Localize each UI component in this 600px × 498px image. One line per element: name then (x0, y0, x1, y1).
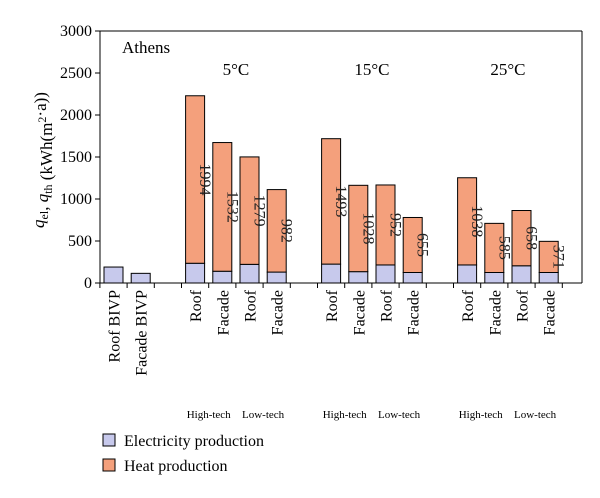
labels-layer: Roof BIVP Facade BIVP 1994 Roof 1532 Facade 12… (29, 23, 567, 421)
heat-value-label: 658 (523, 226, 540, 250)
y-axis-label: qel, qth (kWh(m2·a)) (29, 92, 56, 228)
bar-electricity (103, 266, 124, 284)
tech-label: High-tech (187, 409, 231, 421)
bar-electricity (348, 271, 369, 284)
category-label: Facade BIVP (134, 290, 151, 376)
heat-value-label: 655 (414, 233, 431, 257)
category-label: Roof BIVP (107, 290, 124, 363)
y-axis-label-part: (kWh(m (37, 123, 56, 185)
heat-value-label: 585 (495, 236, 512, 260)
category-label: Roof (324, 289, 341, 322)
y-axis-label-part: el (37, 210, 51, 219)
y-tick-label: 500 (68, 233, 92, 250)
legend-swatch-heat (102, 458, 116, 472)
y-axis-label-part: ·a)) (31, 92, 50, 117)
category-label: Facade (542, 290, 559, 335)
heat-value-label: 1279 (251, 195, 268, 227)
bar-heat (538, 240, 559, 273)
group-label: 15°C (354, 60, 389, 79)
axes-layer (95, 30, 583, 288)
bar-electricity (212, 270, 233, 284)
y-tick-label: 2500 (60, 65, 92, 82)
bar-heat (457, 177, 478, 266)
heat-value-label: 1532 (223, 191, 240, 223)
heat-value-label: 371 (550, 245, 567, 269)
bar-heat (511, 210, 532, 267)
bar-electricity (538, 272, 559, 284)
bar-heat (239, 156, 260, 265)
y-axis-label-part: q (33, 193, 52, 202)
category-label: Facade (351, 290, 368, 335)
tech-label: High-tech (323, 409, 367, 421)
bar-electricity (185, 262, 206, 284)
tech-label: Low-tech (514, 409, 557, 421)
category-label: Facade (270, 290, 287, 335)
heat-value-label: 1038 (468, 205, 485, 237)
bar-heat (348, 184, 369, 273)
y-tick-label: 2000 (60, 107, 92, 124)
bar-heat (375, 184, 396, 266)
heat-value-label: 1994 (196, 164, 213, 196)
heat-value-label: 1028 (359, 212, 376, 244)
y-axis-label-part: q (29, 219, 48, 228)
bar-heat (266, 189, 287, 273)
tech-label: Low-tech (242, 409, 285, 421)
y-axis-label-part: th (41, 184, 55, 193)
bar-electricity (457, 264, 478, 284)
bar-heat (212, 142, 233, 272)
tech-label: Low-tech (378, 409, 421, 421)
legend-swatch-electricity (102, 433, 116, 447)
bar-electricity (484, 272, 505, 284)
bar-electricity (375, 264, 396, 284)
heat-value-label: 982 (278, 219, 295, 243)
bar-electricity (266, 271, 287, 284)
y-tick-label: 0 (84, 275, 92, 292)
group-label: 5°C (223, 60, 250, 79)
category-label: Facade (406, 290, 423, 335)
category-label: Facade (487, 290, 504, 335)
y-tick-label: 3000 (60, 23, 92, 40)
y-axis-label-part: , (33, 202, 52, 211)
y-tick-label: 1000 (60, 191, 92, 208)
bar-electricity (511, 265, 532, 284)
category-label: Roof (460, 289, 477, 322)
legend-label-heat: Heat production (124, 458, 228, 475)
bars-layer (103, 95, 559, 284)
bar-heat (185, 95, 206, 264)
category-label: Facade (215, 290, 232, 335)
y-axis-label-part: 2 (35, 117, 49, 123)
city-annotation: Athens (122, 38, 170, 57)
legend: Electricity production Heat production (102, 433, 264, 475)
bar-electricity (239, 263, 260, 284)
y-tick-label: 1500 (60, 149, 92, 166)
bar-heat (484, 222, 505, 273)
category-label: Roof (243, 289, 260, 322)
group-label: 25°C (490, 60, 525, 79)
category-label: Roof (188, 289, 205, 322)
bar-heat (321, 138, 342, 265)
heat-value-label: 952 (387, 213, 404, 237)
bar-electricity (130, 272, 151, 284)
category-label: Roof (515, 289, 532, 322)
heat-value-label: 1493 (332, 185, 349, 217)
bar-electricity (402, 272, 423, 284)
category-label: Roof (379, 289, 396, 322)
bar-heat (402, 216, 423, 273)
legend-label-electricity: Electricity production (124, 433, 264, 450)
tech-label: High-tech (459, 409, 503, 421)
bar-electricity (321, 263, 342, 284)
